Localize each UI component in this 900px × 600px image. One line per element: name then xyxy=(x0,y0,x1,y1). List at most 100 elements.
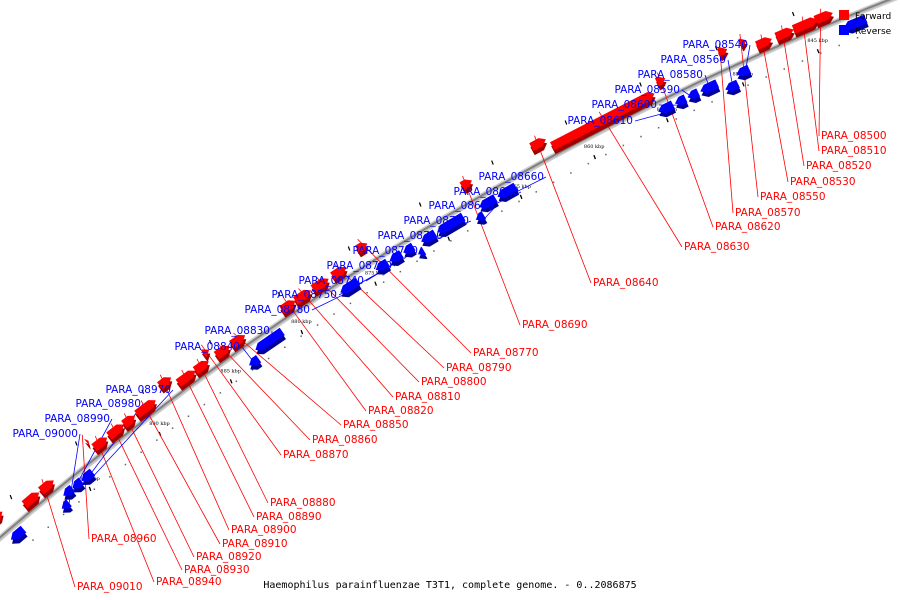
scale-tick-outer xyxy=(564,120,568,125)
gene-body xyxy=(375,258,390,271)
gene-label-leader xyxy=(315,276,420,383)
gene-body xyxy=(529,138,546,152)
scale-tick xyxy=(88,486,92,492)
gene-body xyxy=(10,525,27,540)
gene-reverse xyxy=(389,250,405,266)
gene-body xyxy=(755,37,772,50)
gene-forward xyxy=(106,424,125,444)
gene-label: PARA_08990 xyxy=(44,413,110,425)
scale-dot xyxy=(552,181,555,184)
gene-label: PARA_08810 xyxy=(395,391,461,403)
gene-label: PARA_08540 xyxy=(682,39,748,51)
gene-reverse xyxy=(725,79,742,96)
scale-dot xyxy=(399,270,402,273)
gene-body xyxy=(550,92,655,151)
gene-label: PARA_08710 xyxy=(377,230,443,242)
gene-body xyxy=(63,484,76,496)
gene-forward xyxy=(134,400,157,422)
gene-body xyxy=(354,242,368,254)
gene-label: PARA_08570 xyxy=(735,207,801,219)
gene-label: PARA_08780 xyxy=(244,304,310,316)
gene-label: PARA_08860 xyxy=(312,434,378,446)
gene-body xyxy=(736,64,751,77)
scale-dot xyxy=(32,539,34,541)
gene-label: PARA_08840 xyxy=(174,341,240,353)
scale-dot xyxy=(366,292,368,294)
scale-tick xyxy=(300,329,304,335)
gene-forward xyxy=(0,511,4,525)
gene-forward xyxy=(121,415,137,432)
scale-dot xyxy=(219,392,222,394)
scale-tick-outer xyxy=(141,389,145,395)
gene-label-leader xyxy=(818,8,822,137)
gene-label: PARA_09000 xyxy=(12,428,78,440)
gene-label: PARA_08640 xyxy=(593,277,659,289)
gene-reverse xyxy=(403,242,417,258)
gene-body xyxy=(121,415,135,428)
gene-body xyxy=(279,300,296,314)
scale-tick-outer xyxy=(491,160,494,165)
gene-body xyxy=(21,492,40,509)
gene-label: PARA_08750 xyxy=(271,289,337,301)
gene-features xyxy=(0,11,869,544)
backbone-core xyxy=(0,0,894,541)
gene-body xyxy=(844,14,868,30)
gene-label: PARA_08680 xyxy=(428,200,494,212)
gene-label: PARA_08550 xyxy=(760,191,826,203)
gene-label: PARA_08560 xyxy=(660,54,726,66)
gene-reverse xyxy=(61,499,73,513)
gene-body xyxy=(249,355,262,366)
gene-body xyxy=(437,212,466,233)
gene-forward xyxy=(529,138,547,156)
scale-dot xyxy=(349,302,352,305)
scale-tick-outer xyxy=(714,45,718,51)
gene-label: PARA_08830 xyxy=(204,325,270,337)
scale-dot xyxy=(109,476,111,478)
gene-reverse xyxy=(675,94,689,110)
gene-forward xyxy=(200,349,211,362)
gene-reverse xyxy=(479,194,499,213)
gene-reverse xyxy=(475,211,488,225)
gene-body xyxy=(292,289,311,305)
gene-body xyxy=(421,229,438,243)
legend-reverse-swatch xyxy=(839,25,849,35)
scale-tick-outer xyxy=(277,292,281,297)
gene-label: PARA_08960 xyxy=(91,533,157,545)
gene-label-leader xyxy=(462,175,521,326)
scale-dot xyxy=(820,52,822,54)
gene-reverse xyxy=(687,88,702,103)
scale-tick xyxy=(816,48,820,54)
gene-body xyxy=(91,437,108,452)
scale-dot xyxy=(747,84,749,86)
gene-forward xyxy=(213,345,231,364)
gene-label: PARA_08900 xyxy=(231,524,297,536)
gene-label-leader xyxy=(217,343,311,441)
scale-dot xyxy=(587,162,590,165)
gene-label: PARA_08930 xyxy=(184,564,250,576)
scale-dot xyxy=(235,380,238,382)
gene-label-leader xyxy=(598,111,683,248)
gene-forward xyxy=(550,92,656,155)
scale-tick-label: 875 kbp xyxy=(365,271,386,277)
scale-dot xyxy=(501,210,503,212)
gene-label: PARA_08690 xyxy=(522,319,588,331)
gene-body xyxy=(479,194,498,209)
gene-body xyxy=(774,27,794,42)
scale-tick xyxy=(593,154,597,160)
gene-label: PARA_08820 xyxy=(368,405,434,417)
gene-body xyxy=(791,17,818,34)
gene-label: PARA_08970 xyxy=(105,384,171,396)
gene-label: PARA_08660 xyxy=(478,171,544,183)
scale-tick xyxy=(229,379,233,384)
gene-label: PARA_08510 xyxy=(821,145,887,157)
gene-body xyxy=(200,349,210,358)
gene-body xyxy=(38,480,54,495)
scale-tick xyxy=(665,117,669,123)
scale-dot xyxy=(251,369,254,371)
gene-forward xyxy=(38,480,55,499)
scale-tick xyxy=(741,82,745,87)
scale-dot xyxy=(124,463,127,466)
gene-reverse xyxy=(844,14,869,34)
legend-forward-swatch xyxy=(839,10,849,20)
gene-label-leader xyxy=(159,374,230,531)
